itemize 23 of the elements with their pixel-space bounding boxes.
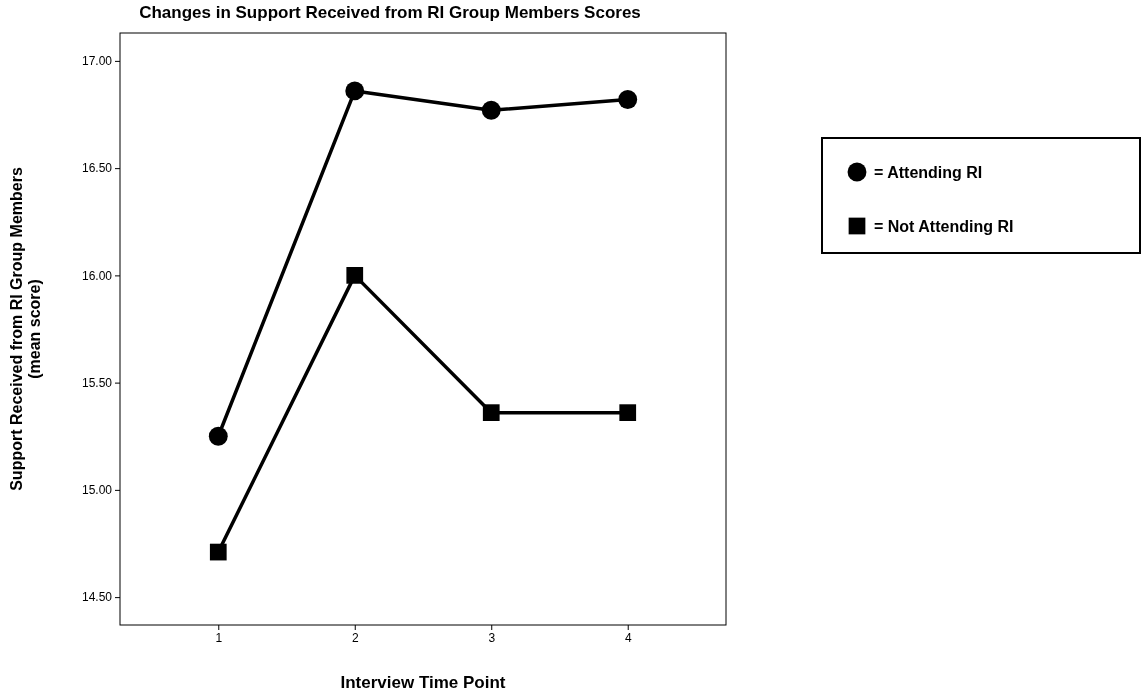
x-axis-title: Interview Time Point [340, 673, 506, 692]
y-tick-label: 15.50 [81, 375, 113, 390]
y-tick-label: 15.00 [81, 483, 113, 498]
y-tick-label: 17.00 [81, 54, 113, 69]
y-tick-label: 16.00 [81, 268, 113, 283]
x-tick-label: 4 [624, 630, 632, 645]
chart-title: Changes in Support Received from RI Group Members Scores [139, 3, 641, 22]
y-axis-title: Support Received from RI Group Members (mean score) [8, 167, 43, 491]
point [618, 90, 638, 109]
point [481, 100, 501, 120]
legend-label: = Attending RI [874, 164, 983, 181]
legend-label: = Not Attending RI [874, 218, 1014, 235]
point [619, 404, 637, 422]
point [346, 267, 364, 284]
x-tick-label: 2 [351, 630, 359, 645]
x-tick-label: 1 [215, 630, 223, 645]
point [209, 543, 227, 561]
point [208, 426, 228, 446]
y-tick-label: 16.50 [81, 161, 113, 176]
y-tick-label: 14.50 [81, 590, 113, 605]
point [482, 404, 500, 422]
x-tick-label: 3 [488, 630, 496, 645]
point [345, 81, 365, 101]
